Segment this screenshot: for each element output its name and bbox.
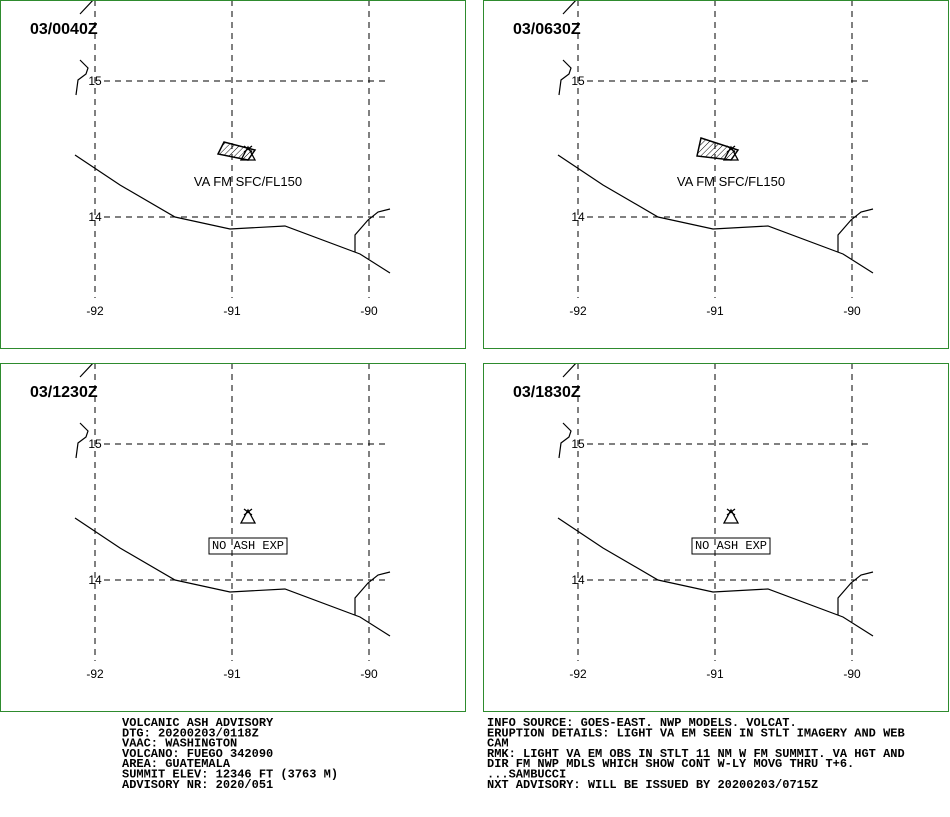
panel-frame [483,0,949,349]
map-content [557,363,874,661]
volcano-symbol [722,508,740,524]
label-box [691,537,771,555]
lon-label: -91 [706,304,724,318]
lat-label: 14 [571,573,585,587]
lon-label: -90 [843,304,861,318]
advisory-line: SUMMIT ELEV: 12346 FT (3763 M) [122,768,338,782]
ash-area [216,141,257,161]
coastline [837,208,874,252]
map-panel: -92 -91 -90 15 14 VA FM SFC/FL150 03/0630Z [483,0,949,349]
valid-time: 03/0040Z [30,21,98,38]
map-panel: -92 -91 -90 15 14 NO ASH EXP 03/1830Z [483,363,949,712]
map-panel: -92 -91 -90 15 14 NO ASH EXP 03/1230Z [0,363,466,712]
coastline [562,0,577,15]
panel-frame [0,363,466,712]
advisory-line: VAAC: WASHINGTON [122,737,237,751]
lat-label: 14 [571,210,585,224]
coastline [557,517,874,637]
lon-label: -90 [843,667,861,681]
coastline [75,422,89,459]
ash-label: NO ASH EXP [695,539,767,553]
advisory-line: VOLCANO: FUEGO 342090 [122,747,273,761]
lon-label: -92 [569,667,587,681]
lat-label: 15 [571,437,585,451]
advisory-line: CAM [487,737,509,751]
lat-label: 14 [88,573,102,587]
coastline [557,154,874,274]
map-content [74,0,391,298]
valid-time: 03/1230Z [30,384,98,401]
coastline [79,0,94,15]
coastline [75,59,89,96]
lat-label: 14 [88,210,102,224]
volcano-symbol [239,145,257,161]
valid-time: 03/0630Z [513,21,581,38]
ash-area [696,137,740,161]
lat-label: 15 [571,74,585,88]
advisory-line: ERUPTION DETAILS: LIGHT VA EM SEEN IN ST… [487,726,905,740]
coastline [558,422,572,459]
advisory-line: AREA: GUATEMALA [122,757,231,771]
panel-frame [0,0,466,349]
coastline [354,571,391,615]
coastline [74,154,391,274]
advisory-line: ADVISORY NR: 2020/051 [122,778,273,792]
panel-frame [483,363,949,712]
ash-label: VA FM SFC/FL150 [677,174,785,189]
lon-label: -91 [223,304,241,318]
label-box [208,537,288,555]
volcano-symbol [722,145,740,161]
lon-label: -92 [569,304,587,318]
ash-label: NO ASH EXP [212,539,284,553]
coastline [74,517,391,637]
lon-label: -92 [86,304,104,318]
advisory-line: DIR FM NWP MDLS WHICH SHOW CONT W-LY MOV… [487,757,854,771]
advisory-line: INFO SOURCE: GOES-EAST. NWP MODELS. VOLC… [487,716,797,730]
lon-label: -90 [360,667,378,681]
map-content [557,0,874,298]
coastline [837,571,874,615]
ash-label: VA FM SFC/FL150 [194,174,302,189]
lat-label: 15 [88,74,102,88]
lon-label: -90 [360,304,378,318]
advisory-line: NXT ADVISORY: WILL BE ISSUED BY 20200203… [487,778,818,792]
map-content [74,363,391,661]
map-panel: -92 -91 -90 15 14 VA FM SFC/FL150 03/0040Z [0,0,466,349]
coastline [354,208,391,252]
advisory-line: ...SAMBUCCI [487,768,566,782]
lat-label: 15 [88,437,102,451]
lon-label: -91 [706,667,724,681]
advisory-line: VOLCANIC ASH ADVISORY [122,716,274,730]
coastline [558,59,572,96]
lon-label: -92 [86,667,104,681]
advisory-line: DTG: 20200203/0118Z [122,726,259,740]
valid-time: 03/1830Z [513,384,581,401]
lon-label: -91 [223,667,241,681]
advisory-line: RMK: LIGHT VA EM OBS IN STLT 11 NM W FM … [487,747,905,761]
volcano-symbol [239,508,257,524]
